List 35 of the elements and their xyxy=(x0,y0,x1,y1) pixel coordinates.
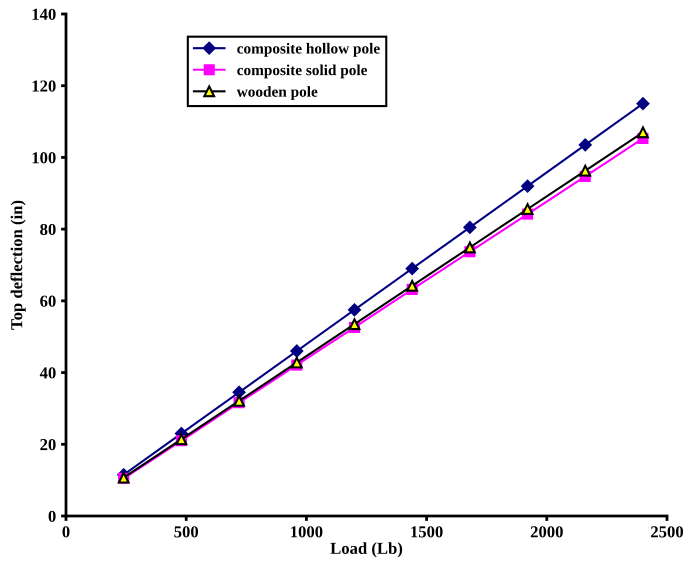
point xyxy=(636,97,650,110)
point xyxy=(406,262,419,276)
x-tick-label: 0 xyxy=(62,526,70,538)
point xyxy=(290,344,304,358)
legend-label: composite hollow pole xyxy=(237,42,380,57)
point xyxy=(578,138,592,152)
y-tick-label: 100 xyxy=(32,152,56,164)
y-tick-label: 0 xyxy=(48,510,56,522)
legend-label: composite solid pole xyxy=(237,64,368,78)
legend-label: wooden pole xyxy=(236,86,318,100)
point xyxy=(637,126,649,138)
y-axis-title: Top deflection (in) xyxy=(10,200,26,330)
point xyxy=(579,164,592,177)
x-tick-label: 500 xyxy=(174,526,198,538)
point xyxy=(464,242,476,254)
y-tick-label: 20 xyxy=(40,438,56,450)
point xyxy=(290,356,303,368)
x-tick-label: 1000 xyxy=(291,526,322,538)
point xyxy=(520,180,534,193)
point xyxy=(348,318,360,330)
y-tick-label: 80 xyxy=(40,224,56,236)
point xyxy=(522,203,534,215)
x-axis-title: Load (Lb) xyxy=(330,542,402,558)
point xyxy=(233,394,245,407)
point xyxy=(348,303,362,316)
point xyxy=(406,280,418,292)
y-tick-label: 120 xyxy=(32,80,56,92)
y-tick-label: 140 xyxy=(32,8,56,20)
point xyxy=(463,220,476,234)
x-tick-label: 2000 xyxy=(530,526,563,538)
y-tick-label: 40 xyxy=(40,367,56,379)
point xyxy=(232,386,246,399)
x-tick-label: 1500 xyxy=(411,526,443,538)
y-tick-label: 60 xyxy=(40,296,56,307)
x-tick-label: 2500 xyxy=(651,526,684,538)
